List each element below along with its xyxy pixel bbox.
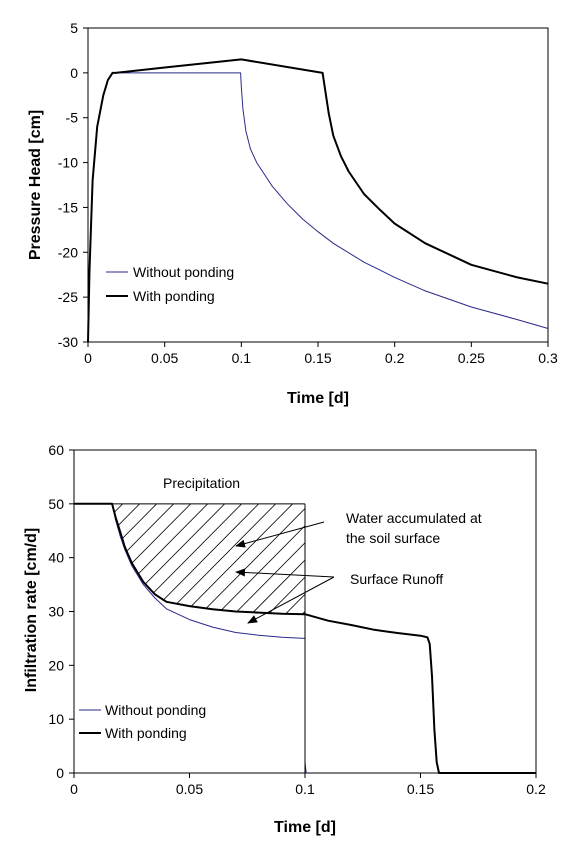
x-tick-label: 0.1 — [232, 350, 252, 366]
hatch-line — [366, 450, 586, 773]
axis-ticks: 0 0.05 0.1 0.15 0.2 0.25 0.3 5 0 -5 -10 -15 -20 -25 -3… — [58, 20, 558, 366]
y-tick-label: -30 — [58, 334, 78, 350]
y-tick-label: -15 — [58, 199, 78, 215]
x-tick-label: 0.05 — [176, 781, 203, 797]
hatched-accumulation-area — [74, 450, 586, 773]
y-tick-label: 10 — [48, 711, 64, 727]
hatch-line — [74, 503, 305, 615]
y-tick-label: 0 — [56, 765, 64, 781]
x-axis-title: Time [d] — [287, 390, 349, 407]
hatch-line — [332, 450, 586, 773]
legend-label-without-ponding: Without ponding — [105, 702, 206, 718]
hatch-line — [451, 450, 586, 773]
y-tick-label: 20 — [48, 657, 64, 673]
x-tick-label: 0.2 — [526, 781, 546, 797]
x-tick-label: 0.15 — [304, 350, 331, 366]
x-tick-label: 0.25 — [458, 350, 485, 366]
hatch-line — [127, 503, 305, 615]
legend-label-with-ponding: With ponding — [105, 725, 187, 741]
y-axis-title: Infiltration rate [cm/d] — [23, 528, 40, 692]
y-tick-label: 5 — [70, 20, 78, 36]
x-tick-label: 0.15 — [407, 781, 434, 797]
legend: Without ponding With ponding — [79, 702, 206, 741]
x-tick-label: 0.1 — [295, 781, 315, 797]
series-line-with-ponding — [74, 502, 536, 774]
y-tick-label: -5 — [66, 110, 79, 126]
annotation-accumulated-line1: Water accumulated at — [346, 510, 482, 526]
legend-label-with-ponding: With ponding — [133, 288, 215, 304]
legend-label-without-ponding: Without ponding — [133, 264, 234, 280]
hatch-line — [246, 503, 305, 615]
hatch-line — [400, 450, 586, 773]
arrow-runoff-upper — [235, 568, 335, 578]
axis-ticks: 0 0.05 0.1 0.15 0.2 60 50 40 30 20 10 0 — [48, 442, 546, 797]
arrow-runoff-lower — [247, 576, 335, 624]
chart-pressure-head: 0 0.05 0.1 0.15 0.2 0.25 0.3 5 0 -5 -10 -15 -20 -25 -3… — [27, 20, 558, 407]
series-line-with-ponding — [87, 58, 549, 343]
x-tick-label: 0.3 — [538, 350, 558, 366]
annotation-accumulated-line2: the soil surface — [346, 530, 440, 546]
hatch-line — [110, 503, 305, 615]
y-tick-label: 60 — [48, 442, 64, 458]
arrow-accumulated — [235, 521, 325, 548]
legend: Without ponding With ponding — [106, 264, 234, 304]
annotation-precipitation: Precipitation — [163, 475, 240, 491]
x-tick-label: 0.05 — [151, 350, 178, 366]
hatch-line — [212, 503, 305, 615]
hatch-line — [229, 503, 305, 615]
hatch-line — [468, 450, 586, 773]
chart-infiltration-rate: 0 0.05 0.1 0.15 0.2 60 50 40 30 20 10 0 Precipitati… — [23, 442, 586, 836]
x-tick-label: 0 — [84, 350, 92, 366]
y-tick-label: 30 — [48, 604, 64, 620]
y-axis-title: Pressure Head [cm] — [27, 110, 44, 260]
y-tick-label: 50 — [48, 496, 64, 512]
hatch-line — [315, 450, 586, 773]
y-tick-label: -10 — [58, 155, 78, 171]
y-tick-label: -20 — [58, 244, 78, 260]
y-tick-label: 0 — [70, 65, 78, 81]
series-lines — [87, 58, 549, 343]
hatch-line — [74, 503, 92, 615]
hatch-line — [417, 450, 586, 773]
hatch-line — [434, 450, 586, 773]
y-tick-label: -25 — [58, 289, 78, 305]
annotation-runoff: Surface Runoff — [350, 571, 443, 587]
x-tick-label: 0 — [70, 781, 78, 797]
hatch-line — [383, 450, 586, 773]
x-tick-label: 0.2 — [385, 350, 405, 366]
hatch-line — [297, 503, 305, 615]
x-axis-title: Time [d] — [274, 819, 336, 836]
y-tick-label: 40 — [48, 550, 64, 566]
hatch-line — [349, 450, 586, 773]
